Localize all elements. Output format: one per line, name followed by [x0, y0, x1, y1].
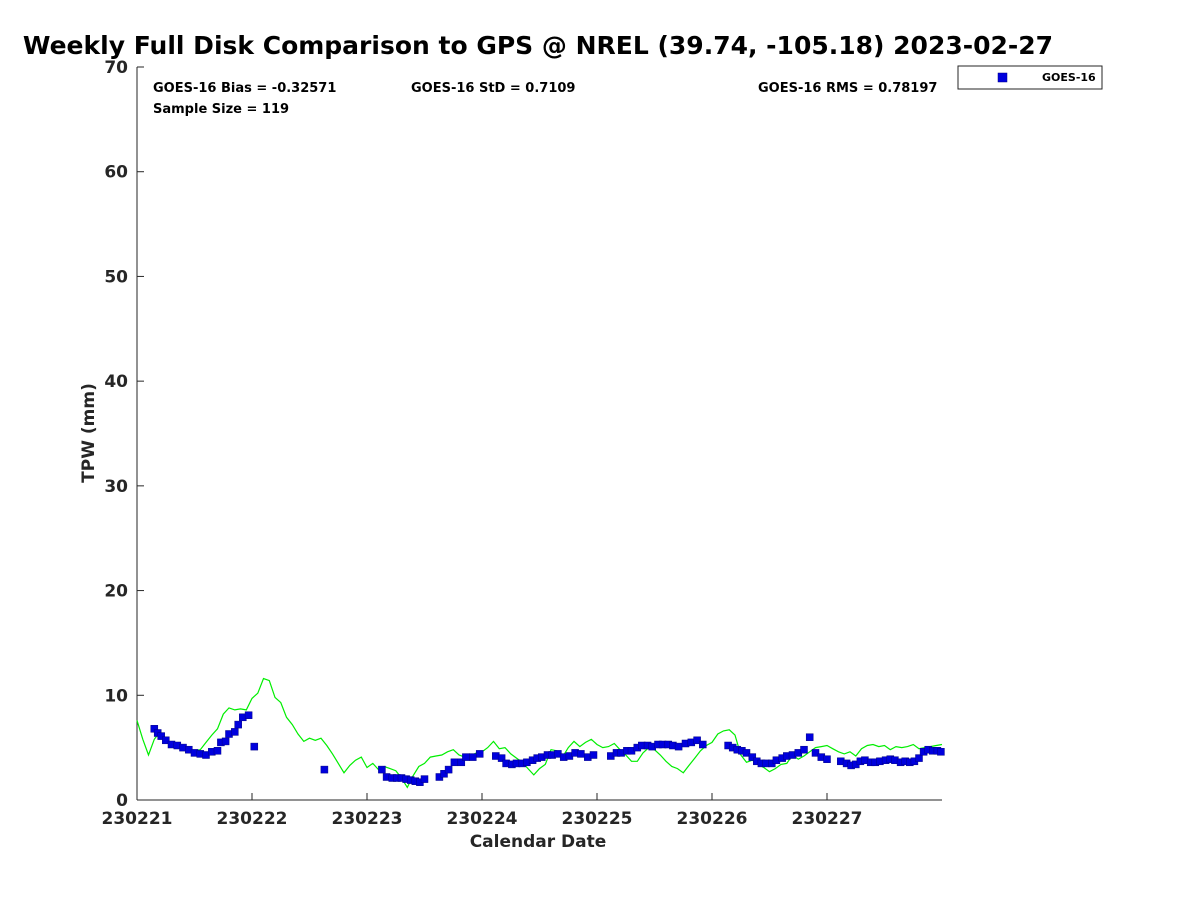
goes-point	[244, 711, 253, 719]
goes-point	[937, 748, 945, 756]
plot-area: 0 10 20 30 40 50 60 70 230221 230222 230223 230224…	[102, 58, 945, 829]
y-tick-label: 0	[116, 791, 128, 811]
goes-point	[231, 728, 239, 736]
x-tick-label: 230221	[102, 809, 173, 829]
chart-title: Weekly Full Disk Comparison to GPS @ NRE…	[23, 31, 1053, 60]
stats-annotations: GOES-16 Bias = -0.32571 GOES-16 StD = 0.…	[153, 81, 937, 117]
goes-point	[800, 745, 808, 754]
goes-point	[234, 720, 242, 729]
goes-point	[457, 758, 466, 767]
x-tick-label: 230226	[677, 809, 748, 829]
y-tick-label: 10	[104, 686, 128, 706]
legend-marker	[997, 72, 1008, 83]
goes-point	[577, 750, 585, 758]
x-tick-label: 230225	[562, 809, 633, 829]
goes-point	[469, 753, 477, 761]
y-tick-label: 30	[104, 477, 128, 497]
goes-point	[462, 753, 470, 761]
rms-annotation: GOES-16 RMS = 0.78197	[758, 81, 937, 96]
y-axis-label: TPW (mm)	[79, 383, 99, 483]
goes-point	[823, 755, 831, 763]
legend-label: GOES-16	[1042, 71, 1096, 84]
goes-point	[450, 758, 459, 767]
goes-point	[475, 750, 484, 758]
goes-point	[805, 733, 814, 741]
gps-series-line	[136, 677, 943, 789]
goes-point	[320, 765, 329, 774]
goes-point	[811, 749, 820, 757]
y-tick-label: 60	[104, 163, 128, 183]
y-ticks: 0 10 20 30 40 50 60 70	[104, 58, 144, 811]
goes-point	[221, 737, 230, 746]
goes-point	[589, 751, 598, 759]
x-tick-label: 230227	[792, 809, 863, 829]
goes-layer	[150, 711, 945, 786]
y-tick-label: 40	[104, 372, 128, 392]
goes-point	[378, 765, 386, 774]
goes-point	[699, 740, 707, 749]
goes-point	[162, 736, 170, 745]
y-tick-label: 50	[104, 267, 128, 287]
legend: GOES-16	[957, 65, 1103, 90]
x-ticks: 230221 230222 230223 230224 230225 230226 2302…	[102, 793, 863, 829]
goes-point	[440, 770, 448, 778]
goes-point	[742, 749, 751, 757]
legend-box	[957, 65, 1103, 90]
y-tick-label: 70	[104, 58, 128, 78]
goes-point	[157, 732, 165, 740]
goes-point	[444, 765, 453, 774]
sample-size-annotation: Sample Size = 119	[153, 102, 289, 117]
goes-point	[915, 754, 923, 762]
x-tick-label: 230223	[332, 809, 403, 829]
goes-point	[693, 736, 701, 745]
bias-annotation: GOES-16 Bias = -0.32571	[153, 81, 336, 96]
y-tick-label: 20	[104, 582, 128, 602]
goes-point	[250, 742, 259, 751]
x-axis-label: Calendar Date	[470, 832, 607, 852]
std-annotation: GOES-16 StD = 0.7109	[411, 81, 575, 96]
goes-point	[213, 747, 222, 755]
goes-point	[748, 753, 757, 761]
goes-point	[420, 775, 429, 783]
x-tick-label: 230224	[447, 809, 518, 829]
goes-point	[674, 742, 683, 751]
x-tick-label: 230222	[217, 809, 288, 829]
gps-layer	[136, 677, 943, 789]
goes-point	[497, 754, 506, 762]
